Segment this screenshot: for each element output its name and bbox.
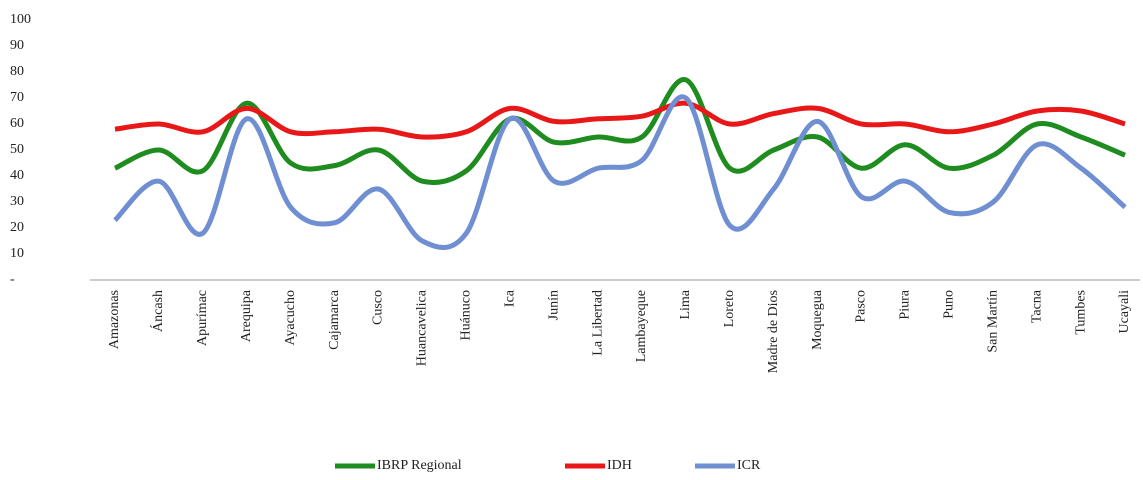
y-tick-label: 50 [10, 142, 24, 157]
x-tick-label: Cajamarca [327, 289, 342, 350]
y-tick-label: - [10, 272, 15, 287]
x-tick-label: Lima [678, 289, 693, 319]
x-tick-label: Moquegua [810, 289, 825, 350]
x-tick-label: Ica [502, 289, 517, 307]
x-tick-label: Ucayali [1117, 290, 1132, 334]
legend-label: ICR [737, 458, 761, 473]
x-tick-label: Loreto [722, 290, 737, 327]
y-tick-label: 10 [10, 246, 24, 261]
x-tick-label: Piura [898, 289, 913, 319]
x-tick-label: Tumbes [1073, 290, 1088, 335]
x-tick-label: Puno [942, 290, 957, 319]
x-tick-label: Lambayeque [634, 290, 649, 362]
legend-label: IBRP Regional [377, 458, 462, 473]
y-tick-label: 100 [10, 12, 31, 27]
x-tick-label: Ayacucho [283, 290, 298, 345]
x-tick-label: Tacna [1029, 289, 1044, 323]
y-tick-label: 20 [10, 220, 24, 235]
y-tick-label: 80 [10, 64, 24, 79]
x-tick-label: Huancavelica [415, 289, 430, 366]
series-line [114, 100, 1126, 140]
y-tick-label: 60 [10, 116, 24, 131]
x-tick-label: La Libertad [590, 290, 605, 356]
x-tick-label: San Martín [985, 290, 1000, 353]
x-tick-label: Junín [546, 290, 561, 320]
y-tick-label: 70 [10, 90, 24, 105]
x-tick-label: Áncash [149, 290, 166, 332]
x-tick-label: Pasco [854, 290, 869, 323]
y-tick-label: 90 [10, 38, 24, 53]
y-tick-label: 40 [10, 168, 24, 183]
x-tick-label: Apurímac [195, 290, 210, 346]
y-tick-label: 30 [10, 194, 24, 209]
x-tick-label: Madre de Dios [766, 290, 781, 373]
x-tick-label: Huánuco [459, 290, 474, 341]
x-tick-label: Cusco [371, 290, 386, 325]
x-tick-label: Amazonas [107, 290, 122, 349]
legend-label: IDH [607, 458, 632, 473]
x-tick-label: Arequipa [239, 289, 254, 342]
series-line [113, 94, 1127, 250]
series-line [113, 77, 1126, 185]
